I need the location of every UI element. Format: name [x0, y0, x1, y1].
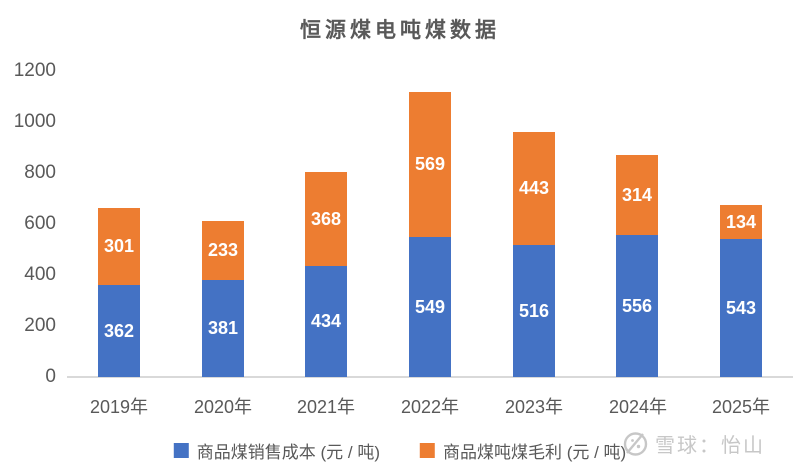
legend-label: 商品煤销售成本 (元 / 吨): [196, 443, 380, 462]
bar-segment: 368: [305, 172, 347, 266]
bar-segment: 362: [98, 285, 140, 377]
legend-item: 商品煤吨煤毛利 (元 / 吨): [420, 438, 626, 463]
bar-segment: 434: [305, 266, 347, 377]
bar-segment: 443: [513, 132, 555, 245]
bar-data-label: 381: [207, 318, 239, 338]
y-axis-tick-label: 1000: [13, 111, 56, 132]
bar-segment: 543: [720, 239, 762, 377]
bar-segment: 301: [98, 208, 140, 285]
bar-segment: 516: [513, 245, 555, 377]
legend-swatch-icon: [420, 443, 435, 458]
x-axis-category-label: 2021年: [296, 397, 356, 417]
bar-data-label: 314: [621, 184, 653, 205]
bar-data-label: 434: [310, 311, 342, 331]
bar-segment: 314: [616, 155, 658, 235]
xueqiu-snowball-icon: [623, 432, 648, 456]
y-axis-tick-label: 400: [24, 264, 56, 285]
bar-data-label: 516: [518, 300, 550, 321]
bar-data-label: 368: [310, 208, 342, 229]
bar-data-label: 233: [207, 240, 239, 260]
bar-segment: 381: [202, 280, 244, 377]
bar-segment: 549: [409, 237, 451, 377]
bar-data-label: 569: [414, 154, 446, 174]
chart-title: 恒源煤电吨煤数据: [300, 19, 500, 42]
y-axis-tick-label: 200: [24, 315, 56, 336]
x-axis-category-label: 2025年: [711, 397, 771, 417]
bar-data-label: 556: [621, 295, 653, 316]
y-axis-tick-label: 0: [45, 366, 56, 387]
bar-data-label: 443: [518, 178, 550, 198]
legend-swatch-icon: [173, 443, 189, 458]
bar-data-label: 549: [414, 296, 446, 317]
x-axis-category-label: 2022年: [400, 397, 460, 417]
legend-item: 商品煤销售成本 (元 / 吨): [173, 438, 380, 463]
watermark-text: 雪球：怡山: [655, 435, 765, 457]
x-axis-category-label: 2019年: [89, 397, 149, 417]
bar-segment: 569: [409, 92, 451, 237]
y-axis-tick-label: 1200: [13, 60, 56, 81]
y-axis-tick-label: 800: [24, 162, 56, 183]
y-axis-tick-label: 600: [24, 213, 56, 234]
bar-data-label: 134: [725, 211, 757, 232]
bar-data-label: 301: [103, 236, 135, 256]
x-axis-line: [67, 376, 793, 378]
watermark: 雪球：怡山: [622, 429, 765, 458]
x-axis-category-label: 2020年: [193, 397, 253, 417]
bar-segment: 134: [720, 205, 762, 239]
bar-data-label: 543: [725, 297, 757, 318]
legend: 商品煤销售成本 (元 / 吨) 商品煤吨煤毛利 (元 / 吨): [173, 438, 626, 463]
bar-data-label: 362: [103, 320, 135, 341]
bar-segment: 233: [202, 221, 244, 280]
x-axis-category-label: 2024年: [608, 397, 668, 417]
legend-label: 商品煤吨煤毛利 (元 / 吨): [443, 443, 627, 462]
x-axis-category-label: 2023年: [504, 397, 564, 417]
bar-segment: 556: [616, 235, 658, 377]
